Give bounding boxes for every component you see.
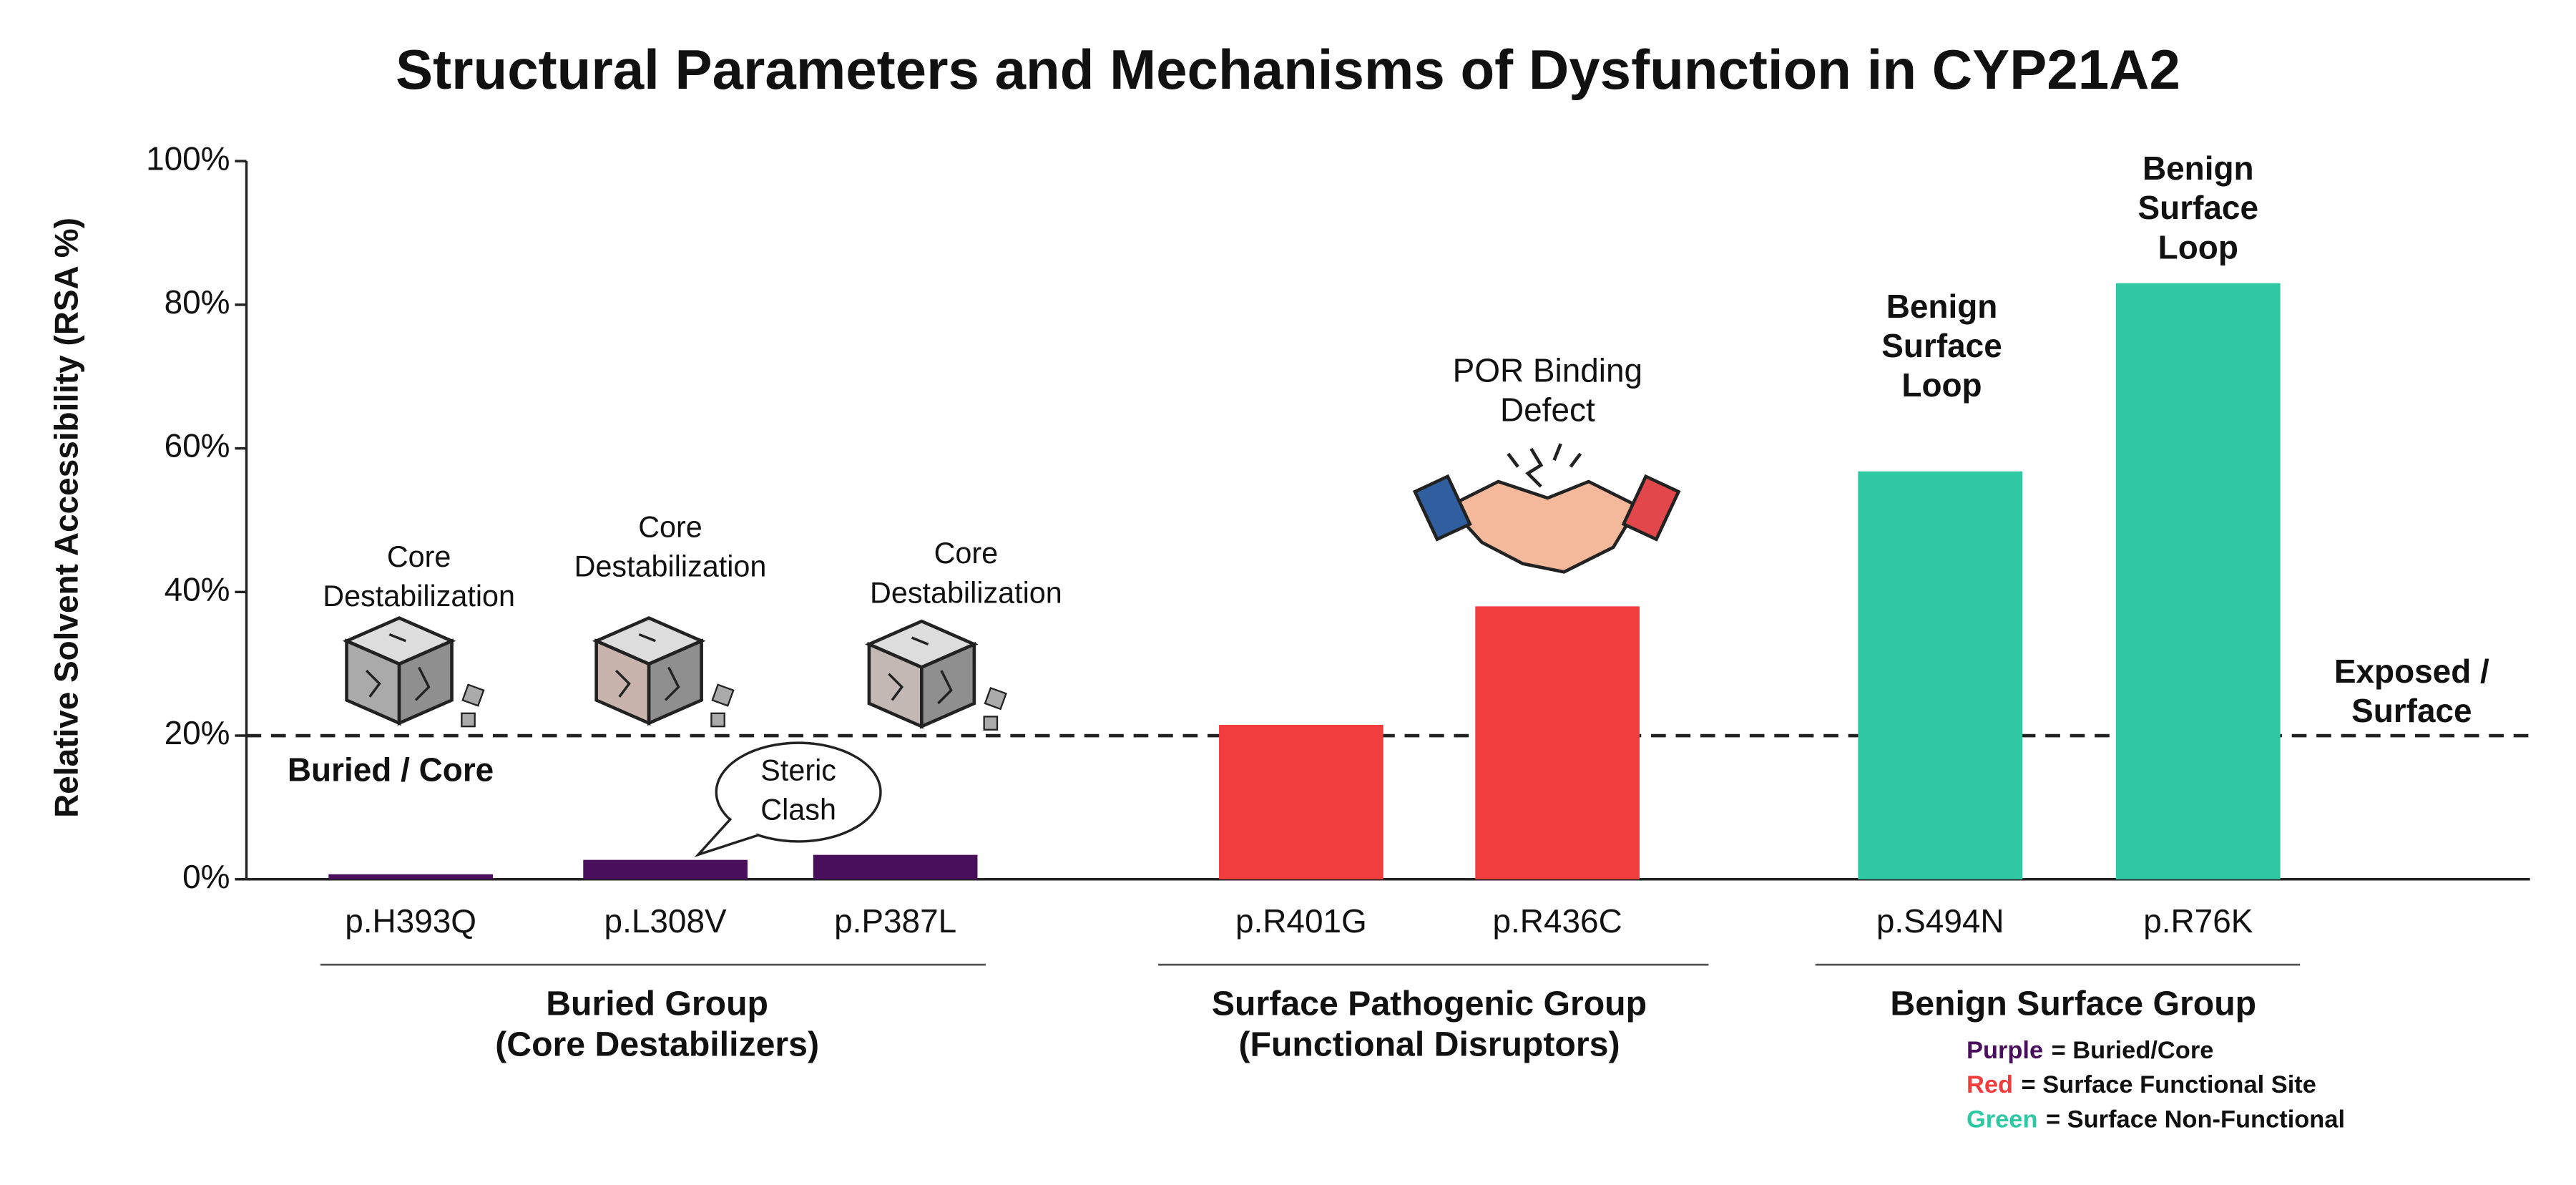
legend-text: = Surface Functional Site	[2022, 1071, 2316, 1098]
chart-title: Structural Parameters and Mechanisms of …	[396, 38, 2180, 101]
annotation: Benign	[1886, 288, 1998, 325]
debris	[983, 716, 999, 731]
debris	[711, 683, 735, 707]
handshake-icon	[1412, 443, 1681, 574]
x-tick-label: p.R436C	[1493, 902, 1622, 940]
annotation: Clash	[760, 794, 836, 826]
cube	[865, 619, 1007, 731]
annotation: Surface	[2138, 189, 2258, 226]
speech-bubble	[694, 741, 882, 857]
annotation: Surface	[2351, 692, 2472, 729]
annotation: Core	[387, 540, 451, 573]
x-tick-label: p.R401G	[1235, 902, 1367, 940]
x-tick-label: p.L308V	[604, 902, 727, 940]
debris	[984, 686, 1007, 711]
bar	[328, 874, 493, 879]
bar	[1858, 471, 2023, 879]
bar	[1219, 724, 1384, 879]
annotation: Surface	[1881, 327, 2002, 364]
cube-icons	[342, 616, 1007, 731]
debris	[710, 712, 725, 728]
y-tick-label: 100%	[146, 140, 230, 177]
legend-entry: Purple = Buried/Core	[1967, 1037, 2213, 1064]
group-label: Buried Group	[546, 984, 768, 1023]
group-label: Benign Surface Group	[1890, 984, 2256, 1023]
legend-entry: Green = Surface Non-Functional	[1967, 1106, 2345, 1133]
cube	[342, 616, 485, 728]
y-tick-label: 80%	[165, 283, 230, 321]
legend-color-word: Red	[1967, 1071, 2013, 1098]
y-tick-label: 60%	[165, 427, 230, 464]
debris	[461, 712, 476, 728]
crack	[365, 633, 431, 701]
annotation: Loop	[1901, 366, 1982, 404]
annotation: Exposed /	[2334, 653, 2489, 690]
x-tick-label: p.S494N	[1876, 902, 2004, 940]
legend-color-word: Purple	[1967, 1037, 2043, 1064]
legend-text: = Buried/Core	[2052, 1037, 2214, 1064]
bar	[583, 859, 748, 879]
annotation: Loop	[2158, 228, 2238, 265]
annotation: Destabilization	[574, 550, 767, 583]
y-tick-label: 40%	[165, 570, 230, 608]
annotation: Destabilization	[323, 580, 515, 613]
legend-entry: Red = Surface Functional Site	[1967, 1071, 2316, 1098]
annotation: Benign	[2142, 150, 2254, 187]
x-tick-label: p.H393Q	[345, 902, 476, 940]
bar	[1475, 606, 1640, 879]
crack	[888, 636, 953, 705]
legend-text: = Surface Non-Functional	[2046, 1106, 2345, 1133]
crack	[614, 633, 680, 701]
y-tick-label: 20%	[165, 714, 230, 751]
group-label: (Core Destabilizers)	[495, 1025, 819, 1064]
group-label: (Functional Disruptors)	[1238, 1025, 1620, 1064]
cube	[592, 616, 735, 728]
y-axis-label: Relative Solvent Accessibility (RSA %)	[48, 218, 85, 818]
x-tick-label: p.P387L	[834, 902, 956, 940]
x-tick-label: p.R76K	[2143, 902, 2253, 940]
bar	[2115, 283, 2281, 879]
bar	[813, 854, 978, 879]
annotation: Defect	[1500, 391, 1595, 429]
annotation: POR Binding	[1453, 352, 1642, 389]
y-tick-label: 0%	[182, 858, 230, 895]
legend-color-word: Green	[1967, 1106, 2038, 1133]
annotation: Destabilization	[870, 576, 1062, 609]
debris	[461, 683, 485, 707]
annotation: Core	[934, 537, 999, 570]
annotation: Steric	[760, 754, 836, 786]
annotation: Core	[638, 511, 702, 544]
annotation: Buried / Core	[288, 751, 494, 789]
group-label: Surface Pathogenic Group	[1212, 984, 1647, 1023]
